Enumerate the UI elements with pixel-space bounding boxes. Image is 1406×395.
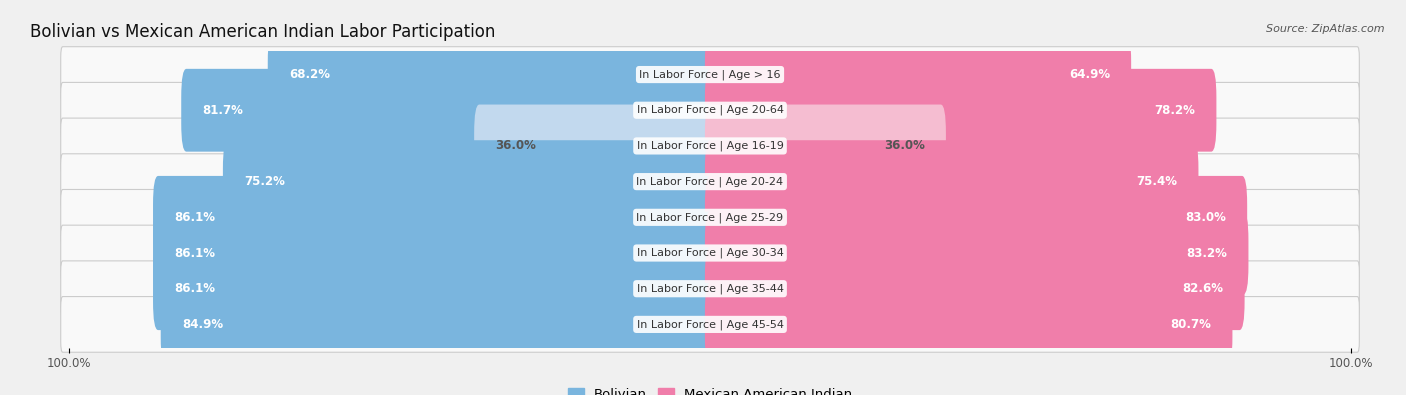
Text: 83.2%: 83.2%: [1187, 246, 1227, 260]
FancyBboxPatch shape: [60, 225, 1360, 281]
Text: 81.7%: 81.7%: [202, 104, 243, 117]
FancyBboxPatch shape: [60, 190, 1360, 245]
Text: In Labor Force | Age 20-24: In Labor Force | Age 20-24: [637, 177, 783, 187]
Text: In Labor Force | Age 45-54: In Labor Force | Age 45-54: [637, 319, 783, 330]
Legend: Bolivian, Mexican American Indian: Bolivian, Mexican American Indian: [562, 383, 858, 395]
FancyBboxPatch shape: [704, 247, 1244, 330]
FancyBboxPatch shape: [160, 283, 716, 366]
Text: 75.4%: 75.4%: [1136, 175, 1177, 188]
FancyBboxPatch shape: [60, 83, 1360, 138]
Text: 36.0%: 36.0%: [884, 139, 925, 152]
FancyBboxPatch shape: [60, 261, 1360, 316]
FancyBboxPatch shape: [704, 105, 946, 187]
FancyBboxPatch shape: [474, 105, 716, 187]
FancyBboxPatch shape: [153, 212, 716, 294]
FancyBboxPatch shape: [153, 176, 716, 259]
Text: 36.0%: 36.0%: [495, 139, 536, 152]
Text: 78.2%: 78.2%: [1154, 104, 1195, 117]
Text: In Labor Force | Age 20-64: In Labor Force | Age 20-64: [637, 105, 783, 115]
Text: Bolivian vs Mexican American Indian Labor Participation: Bolivian vs Mexican American Indian Labo…: [30, 23, 495, 41]
Text: 75.2%: 75.2%: [245, 175, 285, 188]
FancyBboxPatch shape: [267, 33, 716, 116]
FancyBboxPatch shape: [60, 118, 1360, 174]
FancyBboxPatch shape: [153, 247, 716, 330]
FancyBboxPatch shape: [704, 212, 1249, 294]
Text: 68.2%: 68.2%: [288, 68, 330, 81]
FancyBboxPatch shape: [224, 140, 716, 223]
FancyBboxPatch shape: [704, 33, 1132, 116]
Text: 80.7%: 80.7%: [1170, 318, 1212, 331]
Text: In Labor Force | Age 25-29: In Labor Force | Age 25-29: [637, 212, 783, 222]
FancyBboxPatch shape: [704, 176, 1247, 259]
FancyBboxPatch shape: [181, 69, 716, 152]
Text: In Labor Force | Age 30-34: In Labor Force | Age 30-34: [637, 248, 783, 258]
FancyBboxPatch shape: [60, 297, 1360, 352]
FancyBboxPatch shape: [60, 154, 1360, 209]
FancyBboxPatch shape: [704, 69, 1216, 152]
Text: 86.1%: 86.1%: [174, 246, 215, 260]
Text: 82.6%: 82.6%: [1182, 282, 1223, 295]
FancyBboxPatch shape: [60, 47, 1360, 102]
FancyBboxPatch shape: [704, 140, 1198, 223]
Text: 84.9%: 84.9%: [181, 318, 224, 331]
Text: 86.1%: 86.1%: [174, 282, 215, 295]
Text: In Labor Force | Age 16-19: In Labor Force | Age 16-19: [637, 141, 783, 151]
Text: 64.9%: 64.9%: [1069, 68, 1109, 81]
Text: 86.1%: 86.1%: [174, 211, 215, 224]
Text: In Labor Force | Age > 16: In Labor Force | Age > 16: [640, 69, 780, 80]
Text: Source: ZipAtlas.com: Source: ZipAtlas.com: [1267, 24, 1385, 34]
Text: In Labor Force | Age 35-44: In Labor Force | Age 35-44: [637, 284, 783, 294]
FancyBboxPatch shape: [704, 283, 1233, 366]
Text: 83.0%: 83.0%: [1185, 211, 1226, 224]
